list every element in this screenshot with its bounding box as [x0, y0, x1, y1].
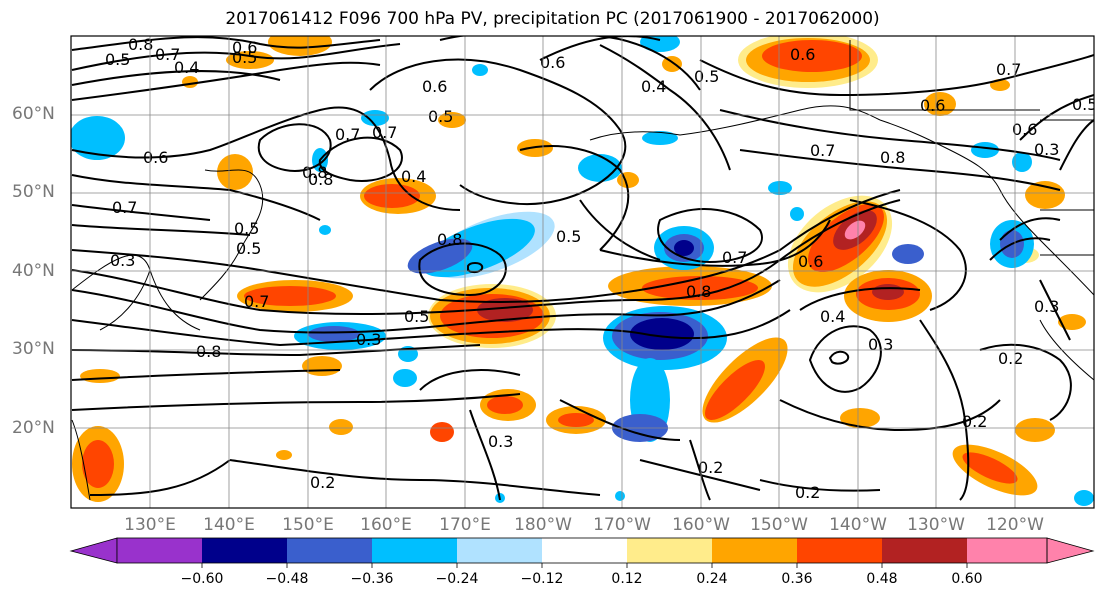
- colorbar-tick-label: 0.12: [611, 571, 643, 587]
- contour-label: 0.2: [998, 349, 1023, 368]
- lat-label: 20°N: [12, 418, 55, 438]
- lat-label: 40°N: [12, 261, 55, 281]
- gridlines: [71, 36, 1094, 508]
- contour-label: 0.3: [488, 432, 513, 451]
- lon-label: 150°W: [750, 515, 808, 535]
- pv-contours: [71, 36, 1094, 501]
- contour-label: 0.7: [372, 123, 397, 142]
- colorbar-tick-label: −0.36: [350, 571, 394, 587]
- contour-label: 0.3: [356, 330, 381, 349]
- contour-label: 0.6: [798, 252, 823, 271]
- lat-label: 60°N: [12, 104, 55, 124]
- colorbar-tick-label: 0.60: [951, 571, 983, 587]
- lon-label: 120°W: [986, 515, 1044, 535]
- contour-label: 0.7: [996, 60, 1021, 79]
- colorbar-tick-label: −0.48: [265, 571, 309, 587]
- contour-label: 0.2: [962, 412, 987, 431]
- lon-label: 180°W: [514, 515, 572, 535]
- contour-label: 0.2: [795, 483, 820, 502]
- contour-label: 0.2: [310, 473, 335, 492]
- contour-label: 0.8: [880, 148, 905, 167]
- contour-label: 0.4: [820, 307, 845, 326]
- lon-label: 130°W: [907, 515, 965, 535]
- contour-label: 0.3: [1034, 297, 1059, 316]
- colorbar-tick-label: −0.12: [520, 571, 564, 587]
- map-title: 2017061412 F096 700 hPa PV, precipitatio…: [225, 9, 880, 29]
- contour-label: 0.6: [143, 148, 168, 167]
- colorbar-tick-label: −0.24: [435, 571, 479, 587]
- contour-label: 0.5: [428, 107, 453, 126]
- contour-label: 0.4: [641, 77, 666, 96]
- contour-label: 0.8: [196, 342, 221, 361]
- contour-label: 0.7: [244, 292, 269, 311]
- lon-label: 160°W: [672, 515, 730, 535]
- lon-label: 160°E: [360, 515, 412, 535]
- positive-precip-anomalies: [72, 36, 1086, 502]
- colorbar-tick-label: −0.60: [180, 571, 224, 587]
- contour-label: 0.5: [232, 48, 257, 67]
- lat-label: 50°N: [12, 182, 55, 202]
- lon-label: 170°W: [593, 515, 651, 535]
- colorbar-tick-label: 0.24: [696, 571, 728, 587]
- colorbar-tick-label: 0.36: [781, 571, 813, 587]
- contour-label: 0.4: [174, 58, 199, 77]
- contour-label: 0.7: [722, 248, 747, 267]
- contour-label: 0.8: [308, 170, 333, 189]
- contour-label: 0.5: [556, 227, 581, 246]
- lon-label: 170°E: [439, 515, 491, 535]
- contour-label: 0.5: [234, 219, 259, 238]
- contour-label: 0.6: [232, 38, 257, 57]
- contour-label: 0.3: [868, 335, 893, 354]
- lon-label: 140°E: [203, 515, 255, 535]
- lon-label: 150°E: [282, 515, 334, 535]
- colorbar: [69, 537, 1095, 568]
- contour-label: 0.6: [790, 45, 815, 64]
- contour-label: 0.8: [128, 35, 153, 54]
- contour-label: 0.7: [335, 125, 360, 144]
- lon-label: 140°W: [829, 515, 887, 535]
- contour-label: 0.2: [698, 458, 723, 477]
- colorbar-tick-label: 0.48: [866, 571, 898, 587]
- contour-label: 0.8: [686, 282, 711, 301]
- contour-label: 0.5: [1072, 95, 1097, 114]
- contour-label: 0.7: [155, 45, 180, 64]
- contour-label: 0.7: [112, 198, 137, 217]
- contour-label: 0.6: [422, 77, 447, 96]
- contour-label: 0.8: [437, 230, 462, 249]
- contour-label: 0.6: [1012, 120, 1037, 139]
- contour-label: 0.3: [110, 251, 135, 270]
- contour-label: 0.6: [540, 53, 565, 72]
- contour-label: 0.8: [302, 163, 327, 182]
- contour-label: 0.5: [236, 239, 261, 258]
- lon-label: 130°E: [124, 515, 176, 535]
- contour-label: 0.7: [810, 141, 835, 160]
- contour-label: 0.5: [105, 50, 130, 69]
- contour-label: 0.5: [694, 67, 719, 86]
- contour-label: 0.3: [1034, 140, 1059, 159]
- contour-label: 0.4: [401, 167, 426, 186]
- contour-label: 0.5: [404, 307, 429, 326]
- contour-label: 0.6: [920, 96, 945, 115]
- lat-label: 30°N: [12, 339, 55, 359]
